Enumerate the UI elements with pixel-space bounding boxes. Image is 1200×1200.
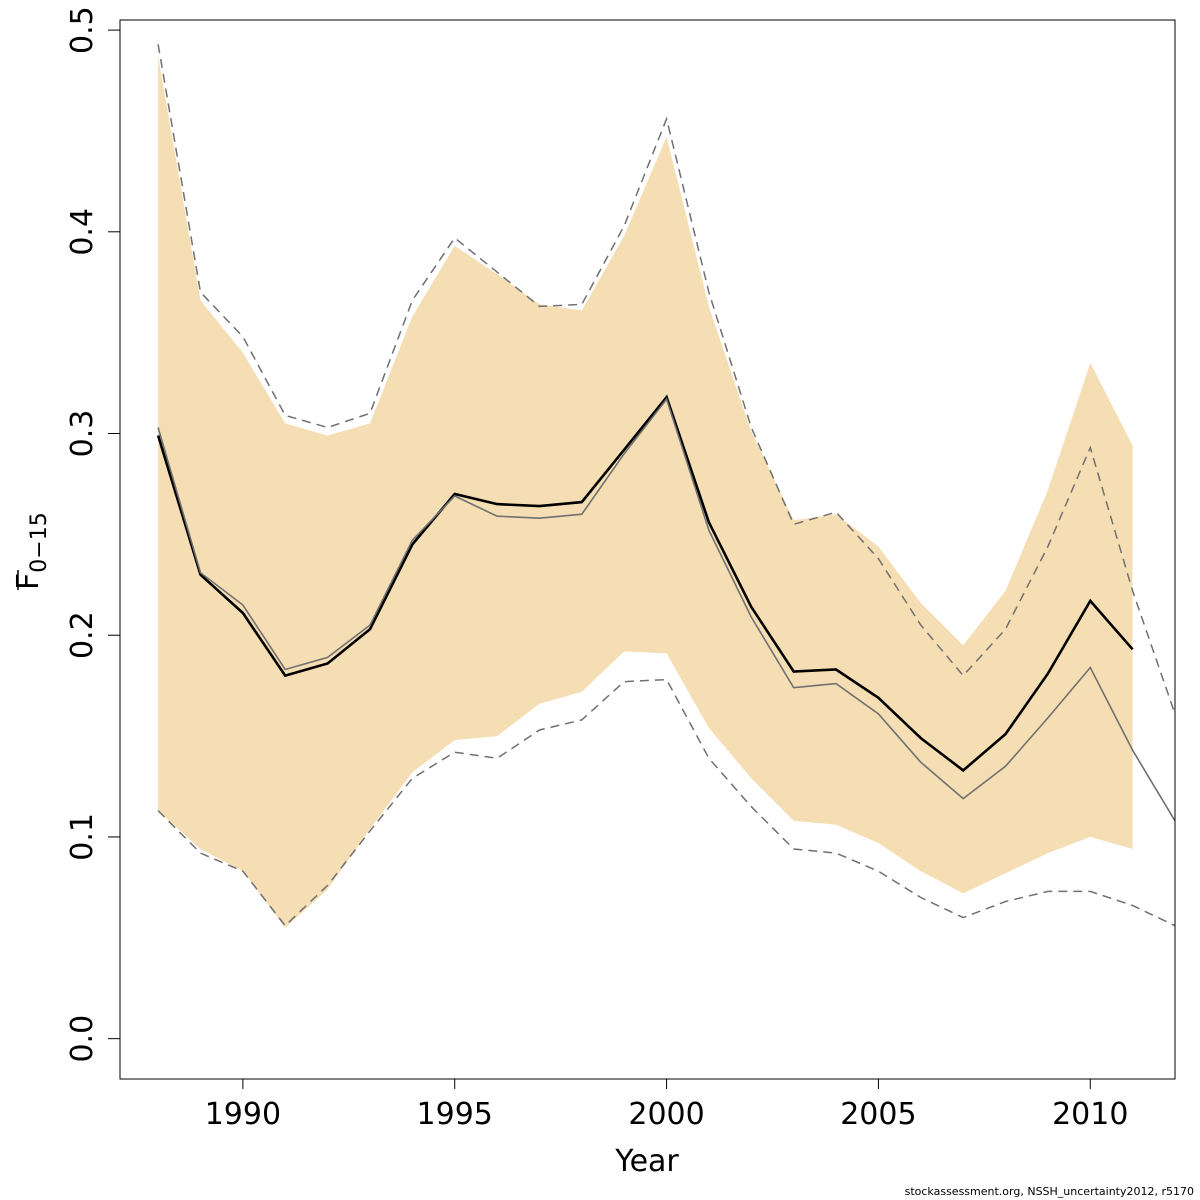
y-tick-label: 0.0 (65, 1015, 100, 1063)
x-tick-label: 2005 (840, 1097, 916, 1132)
confidence-band (158, 56, 1133, 928)
y-tick-label: 0.3 (65, 410, 100, 458)
series-line-comparison-lower (157, 678, 1175, 927)
y-axis-title: F0−15 (11, 512, 52, 590)
axes: 1990 1995 2000 2005 2010 0.0 0.1 0.2 0.3 0.4 0.5 (65, 6, 1128, 1132)
x-tick-label: 1995 (417, 1097, 493, 1132)
y-axis-title-subscript: 0−15 (27, 512, 52, 572)
x-axis-title: Year (614, 1144, 679, 1179)
x-tick-label: 1990 (205, 1097, 281, 1132)
y-tick-label: 0.2 (65, 611, 100, 659)
y-tick-label: 0.1 (65, 813, 100, 861)
x-tick-label: 2000 (628, 1097, 704, 1132)
credit-text: stockassessment.org, NSSH_uncertainty201… (904, 1185, 1194, 1198)
series-line-comparison-upper (157, 44, 1175, 715)
plot-area (156, 44, 1175, 928)
x-tick-label: 2010 (1052, 1097, 1128, 1132)
y-tick-label: 0.4 (65, 208, 100, 256)
svg-text:F0−15: F0−15 (11, 512, 52, 590)
y-tick-label: 0.5 (65, 6, 100, 54)
series-line-comparison (157, 397, 1175, 822)
plot-frame (119, 19, 1176, 1080)
series-line-estimate (156, 394, 1134, 773)
y-axis-title-main: F (11, 573, 46, 590)
